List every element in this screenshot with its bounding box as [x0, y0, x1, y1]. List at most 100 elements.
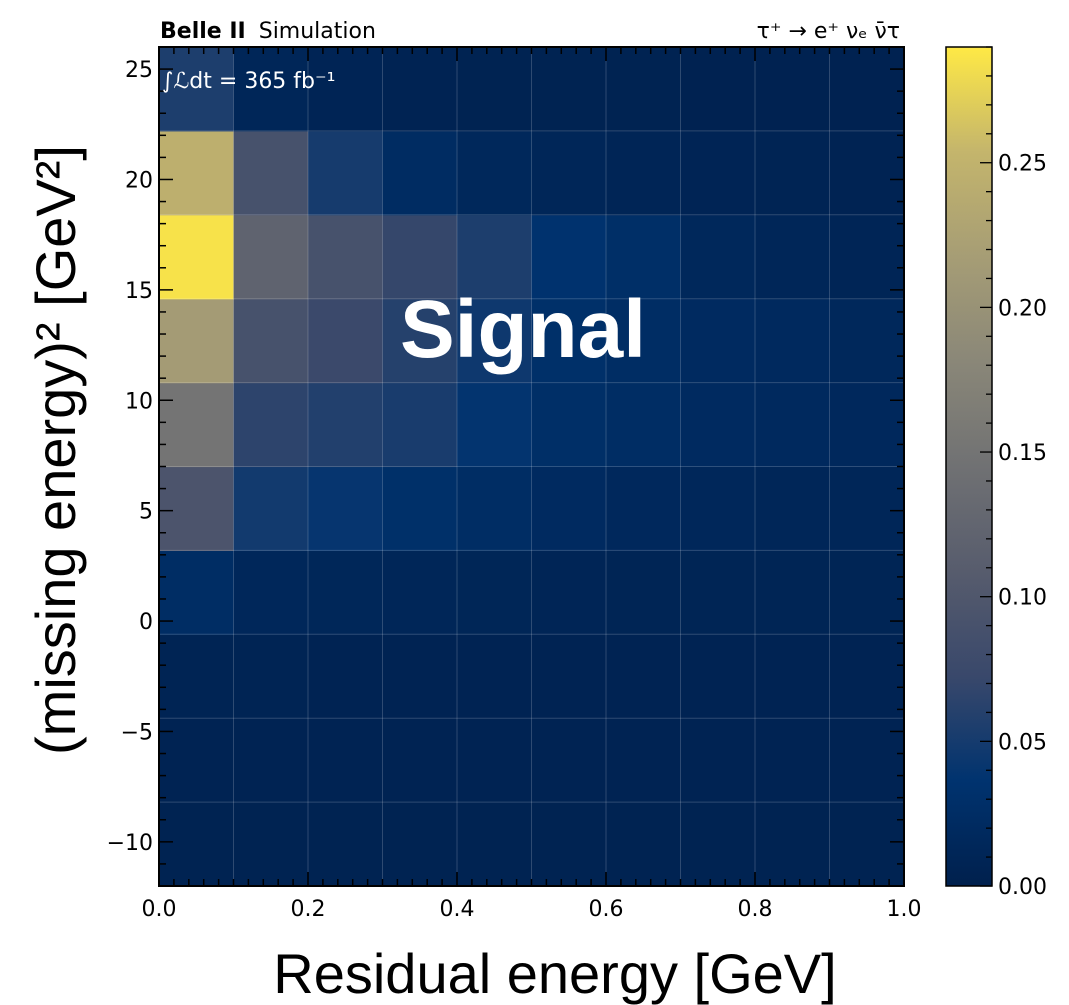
heatmap-cell: [755, 718, 831, 803]
heatmap-cell: [457, 718, 533, 803]
luminosity-label: ∫ℒdt = 365 fb⁻¹: [162, 69, 335, 94]
heatmap-cell: [308, 466, 384, 551]
heatmap-cell: [606, 466, 682, 551]
y-tick-label: 25: [125, 58, 153, 83]
heatmap-cell: [680, 466, 756, 551]
heatmap-cell: [233, 214, 309, 300]
heatmap-cell: [680, 802, 756, 887]
heatmap-cell: [457, 550, 533, 635]
y-tick-label: −10: [107, 831, 153, 856]
heatmap-cell: [159, 802, 235, 887]
x-tick-label: 0.0: [142, 897, 177, 922]
heatmap-cell: [829, 47, 905, 132]
x-tick-label: 0.6: [589, 897, 624, 922]
heatmap-cell: [159, 130, 235, 216]
heatmap-cell: [308, 298, 384, 384]
heatmap-cell: [233, 382, 309, 468]
heatmap-cell: [159, 718, 235, 803]
heatmap-cell: [159, 47, 235, 132]
heatmap-cell: [755, 298, 831, 384]
heatmap-cell: [755, 130, 831, 216]
heatmap-cell: [755, 466, 831, 551]
heatmap-cell: [457, 214, 533, 300]
heatmap-cell: [308, 802, 384, 887]
heatmap-cell: [755, 382, 831, 468]
heatmap-cell: [382, 718, 458, 803]
heatmap-cell: [680, 550, 756, 635]
heatmap-cell: [531, 298, 607, 384]
heatmap-cell: [829, 634, 905, 719]
heatmap-cell: [159, 382, 235, 468]
heatmap-cell: [606, 718, 682, 803]
plot-area: 0.0 0.2 0.4 0.6 0.8 1.0 −10 −5 0 5 10 15 20 25: [107, 46, 922, 922]
heatmap-cell: [606, 550, 682, 635]
heatmap-cell: [308, 214, 384, 300]
heatmap-cell: [680, 382, 756, 468]
heatmap-cell: [531, 130, 607, 216]
heatmap-cell: [680, 718, 756, 803]
heatmap-cell: [159, 634, 235, 719]
gridlines: [159, 47, 904, 886]
heatmap-cell: [159, 214, 235, 300]
heatmap-cell: [606, 382, 682, 468]
y-tick-label: −5: [121, 720, 153, 745]
heatmap-cell: [531, 802, 607, 887]
heatmap-cell: [233, 718, 309, 803]
heatmap-cell: [159, 298, 235, 384]
heatmap-cell: [382, 214, 458, 300]
heatmap-cell: [531, 718, 607, 803]
x-tick-label: 0.8: [738, 897, 773, 922]
header-left-bold: Belle II: [160, 19, 246, 44]
heatmap-cell: [829, 130, 905, 216]
heatmap-cell: [606, 214, 682, 300]
heatmap-cell: [382, 550, 458, 635]
heatmap-cell: [233, 298, 309, 384]
heatmap-cell: [382, 634, 458, 719]
colorbar-gradient: [945, 46, 993, 887]
y-tick-label: 15: [125, 279, 153, 304]
y-tick-label: 5: [139, 500, 153, 525]
heatmap-cell: [606, 47, 682, 132]
heatmap-cell: [308, 130, 384, 216]
heatmap-cell: [382, 298, 458, 384]
heatmap-cell: [233, 634, 309, 719]
heatmap-cell: [829, 298, 905, 384]
heatmap-cell: [308, 382, 384, 468]
heatmap-cell: [457, 802, 533, 887]
colorbar-ticks: 0.00 0.05 0.10 0.15 0.20 0.25: [980, 46, 1047, 900]
colorbar-tick-label: 0.25: [998, 152, 1047, 177]
heatmap-cell: [457, 634, 533, 719]
heatmap-cell: [829, 214, 905, 300]
y-axis-title: (missing energy)² [GeV²]: [24, 145, 87, 755]
heatmap-cell: [531, 47, 607, 132]
heatmap-cell: [531, 550, 607, 635]
heatmap-cell: [755, 47, 831, 132]
y-tick-label: 10: [125, 389, 153, 414]
colorbar-tick-label: 0.10: [998, 586, 1047, 611]
x-axis-title: Residual energy [GeV]: [273, 942, 836, 1005]
heatmap-cell: [606, 802, 682, 887]
heatmap-cell: [829, 802, 905, 887]
heatmap-cell: [680, 130, 756, 216]
heatmap-cell: [606, 130, 682, 216]
heatmap-cell: [680, 214, 756, 300]
heatmap-cell: [382, 47, 458, 132]
heatmap-cell: [829, 550, 905, 635]
heatmap-cell: [457, 130, 533, 216]
heatmap-cell: [755, 550, 831, 635]
heatmap-cell: [382, 382, 458, 468]
heatmap-cell: [680, 634, 756, 719]
header-left: Belle II Simulation: [160, 19, 376, 44]
heatmap-cell: [531, 466, 607, 551]
heatmap-cell: [159, 550, 235, 635]
heatmap-cell: [382, 466, 458, 551]
heatmap-cell: [680, 47, 756, 132]
heatmap-cell: [755, 802, 831, 887]
x-tick-label: 1.0: [887, 897, 922, 922]
heatmap-cell: [829, 718, 905, 803]
heatmap-cells: [159, 47, 905, 887]
heatmap-cell: [233, 130, 309, 216]
colorbar-tick-label: 0.20: [998, 296, 1047, 321]
heatmap-cell: [308, 550, 384, 635]
heatmap-cell: [755, 634, 831, 719]
